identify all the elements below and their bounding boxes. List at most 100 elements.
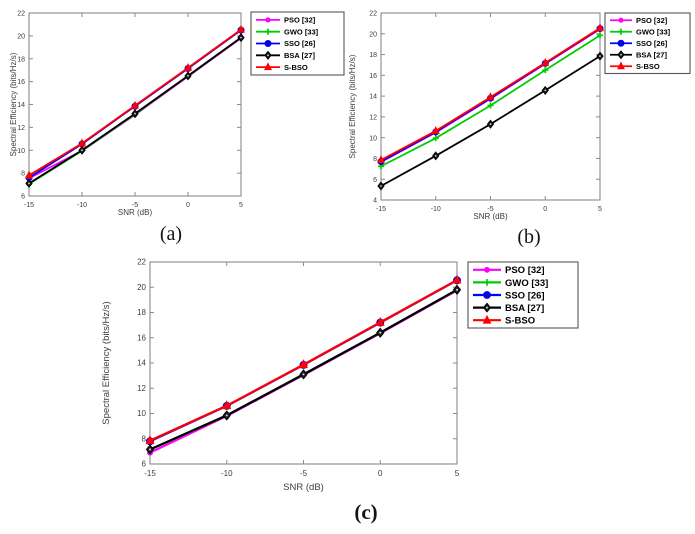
y-tick-label: 16 — [369, 73, 377, 80]
diamond-marker-icon — [482, 302, 492, 313]
legend-label: BSA [27] — [284, 51, 315, 60]
triangle-marker-icon — [25, 170, 33, 179]
series-s-bso — [377, 23, 604, 164]
legend-item-bsa-27: BSA [27] — [256, 50, 315, 60]
legend-a: PSO [32] GWO [33] SSO [26] BSA [27] S-BSO — [250, 11, 345, 76]
y-tick-label: 12 — [17, 125, 25, 132]
dot-marker-icon — [618, 17, 624, 23]
legend-item-s-bso: S-BSO — [256, 62, 308, 72]
y-tick-label: 8 — [21, 171, 25, 178]
legend-item-gwo-33: GWO [33] — [473, 278, 548, 289]
legend-item-sso-26: SSO [26] — [610, 39, 668, 48]
triangle-marker-icon — [482, 314, 492, 324]
diamond-marker-icon — [376, 327, 385, 338]
circle-marker-icon — [264, 40, 272, 47]
x-axis-label: SNR (dB) — [283, 482, 324, 493]
chart-svg-b: -15 -10 -5 0 5 4 6 8 10 12 14 16 18 20 22 SNR (dB) Spect… — [348, 11, 691, 221]
circle-marker-icon — [483, 291, 491, 299]
x-tick-label: -5 — [132, 202, 138, 209]
y-tick-label: 20 — [137, 283, 146, 292]
triangle-marker-icon — [431, 126, 440, 134]
legend-item-pso-32: PSO [32] — [256, 16, 316, 25]
dot-marker-icon — [484, 266, 490, 273]
legend-item-s-bso: S-BSO — [473, 314, 535, 327]
x-tick-label: -10 — [431, 206, 441, 213]
y-axis-label: Spectral Efficiency (bits/Hz/s) — [101, 301, 112, 424]
triangle-marker-icon — [541, 57, 550, 66]
chart-panel-b: -15 -10 -5 0 5 4 6 8 10 12 14 16 18 20 22 SNR (dB) Spect… — [348, 5, 695, 260]
y-tick-label: 14 — [369, 94, 377, 101]
legend-item-s-bso: S-BSO — [610, 61, 660, 71]
circle-marker-icon — [617, 39, 625, 47]
legend-label: GWO [33] — [636, 27, 671, 36]
triangle-marker-icon — [375, 316, 385, 326]
y-tick-label: 10 — [137, 409, 146, 418]
diamond-marker-icon — [541, 85, 549, 95]
diamond-marker-icon — [264, 50, 272, 60]
diamond-marker-icon — [432, 151, 440, 161]
diamond-marker-icon — [145, 444, 155, 455]
subfigure-caption-a: (a) — [159, 223, 183, 245]
dot-marker-icon — [265, 17, 271, 23]
x-tick-label: -5 — [300, 469, 308, 478]
subfigure-caption-b: (b) — [517, 226, 541, 248]
y-tick-label: 18 — [17, 56, 25, 63]
diamond-marker-icon — [299, 369, 308, 380]
y-tick-label: 14 — [17, 102, 25, 109]
y-tick-label: 8 — [142, 434, 147, 443]
y-tick-label: 16 — [137, 333, 146, 342]
legend-label: PSO [32] — [284, 16, 316, 25]
x-axis-label: SNR (dB) — [118, 208, 153, 217]
triangle-marker-icon — [78, 138, 86, 147]
diamond-marker-icon — [184, 71, 192, 81]
legend-b: PSO [32] GWO [33] SSO [26] BSA [27] S-BSO — [604, 12, 691, 75]
diamond-marker-icon — [596, 51, 604, 61]
triangle-marker-icon — [222, 400, 232, 410]
triangle-marker-icon — [486, 92, 495, 101]
diamond-marker-icon — [222, 410, 231, 421]
legend-label: GWO [33] — [505, 278, 548, 289]
y-tick-label: 8 — [373, 156, 377, 163]
y-tick-label: 22 — [17, 11, 25, 18]
legend-label: PSO [32] — [636, 16, 668, 25]
x-tick-label: 5 — [239, 202, 243, 209]
x-tick-label: 5 — [455, 469, 460, 478]
legend-label: SSO [26] — [505, 290, 545, 301]
x-tick-label: -5 — [487, 206, 493, 213]
plus-marker-icon — [432, 135, 439, 142]
diamond-marker-icon — [78, 145, 86, 155]
legend-label: BSA [27] — [505, 303, 544, 314]
y-tick-label: 6 — [21, 194, 25, 201]
legend-label: BSA [27] — [636, 50, 667, 59]
triangle-marker-icon — [452, 274, 462, 284]
triangle-marker-icon — [596, 23, 604, 32]
x-tick-label: -15 — [376, 206, 386, 213]
triangle-marker-icon — [299, 359, 308, 369]
x-tick-label: 5 — [598, 206, 602, 213]
x-tick-label: -10 — [221, 469, 233, 478]
plus-marker-icon — [597, 32, 603, 39]
legend-label: SSO [26] — [636, 39, 668, 48]
diamond-marker-icon — [452, 284, 462, 295]
y-tick-label: 18 — [137, 308, 146, 317]
y-tick-label: 10 — [369, 135, 377, 142]
chart-panel-c: -15 -10 -5 0 5 6 8 10 12 14 16 18 20 22 SNR (dB) Spectr… — [95, 252, 595, 534]
x-tick-label: -15 — [24, 202, 34, 209]
plus-marker-icon — [542, 67, 549, 74]
series-bsa-27 — [145, 284, 462, 455]
y-axis-label: Spectral Efficiency (bits/Hz/s) — [9, 52, 18, 156]
y-tick-label: 6 — [373, 177, 377, 184]
x-tick-label: 0 — [543, 206, 547, 213]
plus-marker-icon — [483, 279, 491, 286]
diamond-marker-icon — [617, 50, 625, 60]
y-tick-label: 12 — [137, 384, 146, 393]
chart-svg-c: -15 -10 -5 0 5 6 8 10 12 14 16 18 20 22 SNR (dB) Spectr… — [101, 258, 579, 493]
triangle-marker-icon — [237, 24, 245, 33]
triangle-marker-icon — [131, 100, 139, 109]
series-s-bso — [145, 274, 462, 445]
chart-panel-a: -15 -10 -5 0 5 6 8 10 12 14 16 18 20 22 SNR (dB) Spectr… — [9, 5, 348, 255]
diamond-marker-icon — [377, 181, 385, 191]
y-tick-label: 12 — [369, 114, 377, 121]
triangle-marker-icon — [184, 63, 192, 71]
